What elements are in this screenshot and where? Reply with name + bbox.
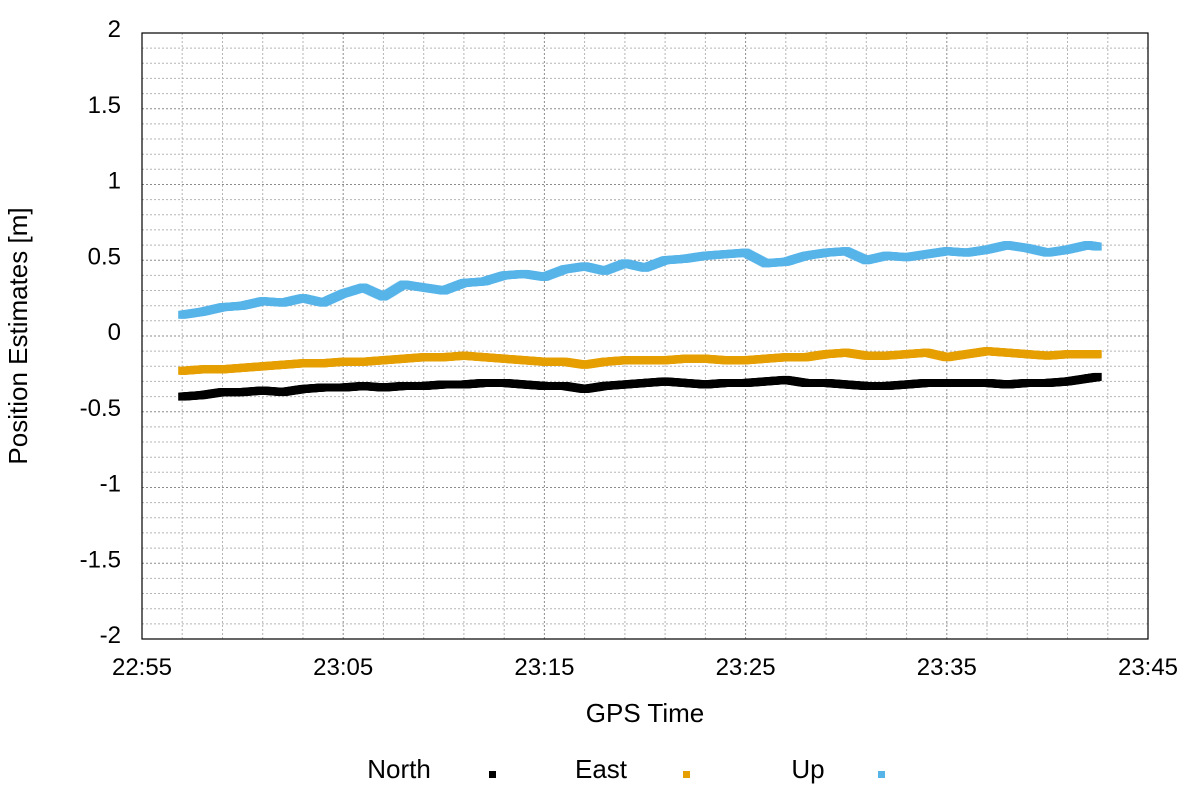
x-tick-label: 22:55 <box>112 654 172 681</box>
legend-marker-east <box>683 771 690 778</box>
legend-marker-north <box>489 771 496 778</box>
legend-label-north: North <box>367 754 431 784</box>
y-axis-label: Position Estimates [m] <box>3 207 33 464</box>
x-tick-label: 23:05 <box>313 654 373 681</box>
legend: North East Up <box>367 754 885 784</box>
y-tick-label: -2 <box>100 622 121 649</box>
series-east <box>178 347 1102 375</box>
data-point <box>1093 242 1102 251</box>
series-north <box>178 372 1102 401</box>
y-tick-label: 0.5 <box>88 243 121 270</box>
x-axis-label: GPS Time <box>586 698 704 728</box>
legend-label-up: Up <box>791 754 824 784</box>
grid <box>141 32 1149 640</box>
data-point <box>1093 350 1102 359</box>
y-tick-label: 1 <box>108 168 121 195</box>
series-up <box>178 241 1102 319</box>
plot-frame <box>141 32 1149 640</box>
tick-labels: 2 1.5 1 0.5 0 -0.5 -1 -1.5 -2 22:55 23:05 23:15 23:2… <box>80 16 1178 681</box>
y-tick-label: -1.5 <box>80 546 121 573</box>
x-tick-label: 23:45 <box>1118 654 1178 681</box>
y-tick-label: 0 <box>108 319 121 346</box>
y-tick-label: -0.5 <box>80 395 121 422</box>
y-tick-label: -1 <box>100 471 121 498</box>
y-tick-label: 2 <box>108 16 121 43</box>
x-tick-label: 23:15 <box>514 654 574 681</box>
plot-series <box>178 241 1102 401</box>
legend-label-east: East <box>575 754 628 784</box>
x-tick-label: 23:35 <box>917 654 977 681</box>
legend-marker-up <box>878 771 885 778</box>
y-tick-label: 1.5 <box>88 92 121 119</box>
x-tick-label: 23:25 <box>716 654 776 681</box>
data-point <box>1093 372 1102 381</box>
